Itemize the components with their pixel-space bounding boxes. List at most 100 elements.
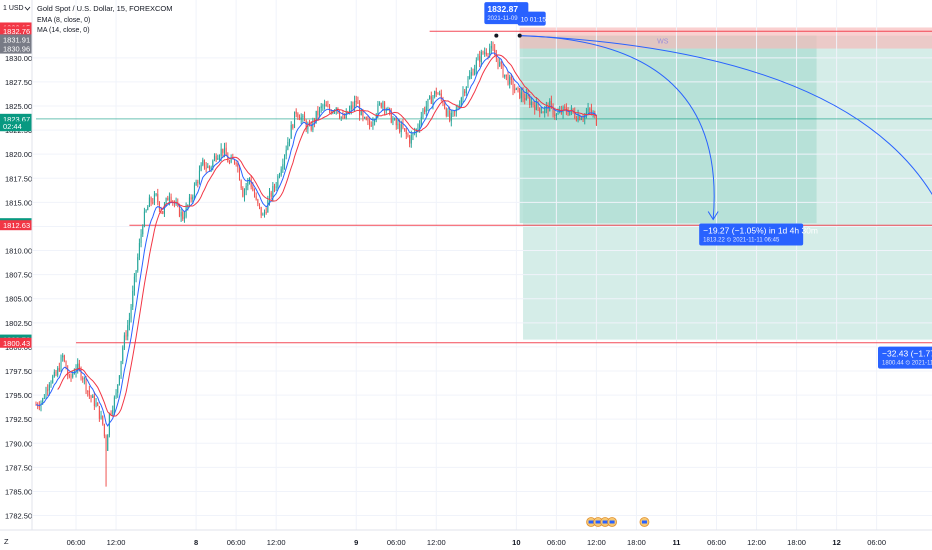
projection-curve-2[interactable] xyxy=(519,35,932,212)
candle-body xyxy=(462,91,464,98)
projection-curves[interactable] xyxy=(494,33,932,221)
callout-time: 10 01:15 xyxy=(521,17,547,24)
price-tag[interactable] xyxy=(0,43,32,54)
ema-line xyxy=(35,52,597,427)
candle-body xyxy=(382,102,384,108)
candle-body xyxy=(567,112,569,115)
candle-body xyxy=(222,148,224,153)
candle-body xyxy=(250,178,252,187)
price-tag[interactable] xyxy=(0,220,32,231)
time-axis[interactable]: 06:00 12:00 8 06:00 12:00 9 06:00 12:00 10 06:00 1… xyxy=(0,529,932,550)
candle-body xyxy=(364,117,366,119)
candle-body xyxy=(100,415,102,419)
candle-body xyxy=(42,398,44,403)
candle-body xyxy=(422,109,424,117)
candle-body xyxy=(335,107,337,111)
candle-body xyxy=(242,188,244,197)
chart-grid xyxy=(32,0,932,530)
candle-body xyxy=(357,102,359,104)
candle-body xyxy=(140,234,142,244)
candle-body xyxy=(319,108,321,116)
candle-body xyxy=(444,103,446,109)
time-tick: 18:00 xyxy=(627,538,646,547)
price-tag[interactable] xyxy=(0,34,32,45)
price-tag-text: 1832.76 xyxy=(3,27,30,36)
candle-body xyxy=(384,102,386,111)
target-time: 1800.44 ⏲ 2021-11 xyxy=(882,361,932,367)
price-tag-text: 1831.91 xyxy=(3,35,30,44)
candle-body xyxy=(409,136,411,144)
event-icons[interactable] xyxy=(586,517,650,527)
candle-body xyxy=(190,197,192,200)
time-tick: 9 xyxy=(354,538,358,547)
candle-body xyxy=(397,123,399,126)
candle-body xyxy=(202,159,204,165)
candle-body xyxy=(377,104,379,115)
candle-body xyxy=(135,270,137,277)
candle-body xyxy=(569,111,571,115)
candle-body xyxy=(330,111,332,114)
candle-body xyxy=(287,142,289,150)
arrow-head-1 xyxy=(707,211,719,221)
candle-body xyxy=(182,212,184,220)
candle-body xyxy=(425,106,427,112)
candle-body xyxy=(218,156,220,159)
candle-body xyxy=(212,160,214,168)
candle-body xyxy=(499,62,501,66)
candle-body xyxy=(564,106,566,109)
price-tag[interactable] xyxy=(0,26,32,37)
ma-line xyxy=(57,54,597,417)
candle-body xyxy=(400,124,402,132)
candle-body xyxy=(545,105,547,108)
candle-body xyxy=(150,197,152,203)
time-tick: 06:00 xyxy=(387,538,406,547)
projection-curve-1[interactable] xyxy=(519,35,715,220)
candle-body xyxy=(57,368,59,376)
candle-body xyxy=(263,212,266,215)
time-tick: 8 xyxy=(194,538,198,547)
candle-body xyxy=(470,72,472,76)
candle-body xyxy=(304,115,306,122)
flag-stripe xyxy=(588,520,594,524)
candle-body xyxy=(157,194,159,203)
candle-body xyxy=(585,112,587,115)
candle-body xyxy=(67,369,69,376)
price-axis[interactable]: 1830.001827.501825.001822.501820.001817.… xyxy=(0,0,33,530)
price-tag[interactable] xyxy=(0,337,32,348)
candle-body xyxy=(230,157,232,163)
candle-body xyxy=(93,395,95,406)
candle-body xyxy=(395,118,397,126)
price-tick: 1810.00 xyxy=(5,247,32,256)
candle-body xyxy=(198,170,200,183)
candle-body xyxy=(530,101,532,105)
candle-body xyxy=(489,48,491,55)
candle-body xyxy=(92,395,94,398)
chevron-down-icon[interactable] xyxy=(24,6,31,11)
candle-body xyxy=(480,51,482,63)
candle-body xyxy=(392,119,394,123)
candle-body xyxy=(132,290,134,307)
candle-body xyxy=(365,117,367,120)
candle-body xyxy=(112,409,114,414)
price-tick: 1817.50 xyxy=(5,174,32,183)
candle-body xyxy=(207,166,209,168)
indicator-lines xyxy=(35,52,597,427)
target-change: −32.43 (−1.77% xyxy=(882,349,932,359)
candle-body xyxy=(47,389,49,391)
price-tag[interactable] xyxy=(0,121,32,132)
candle-body xyxy=(505,74,507,76)
price-tag[interactable] xyxy=(0,113,32,124)
time-tick: 12:00 xyxy=(267,538,286,547)
candle-body xyxy=(267,200,269,213)
candle-body xyxy=(452,111,454,113)
candle-body xyxy=(87,390,89,392)
candle-body xyxy=(203,159,205,168)
candle-body xyxy=(540,112,542,114)
candle-body xyxy=(220,148,222,157)
candle-body xyxy=(275,186,277,188)
time-tick: 12:00 xyxy=(107,538,126,547)
candle-body xyxy=(205,167,207,169)
candle-body xyxy=(167,198,169,201)
